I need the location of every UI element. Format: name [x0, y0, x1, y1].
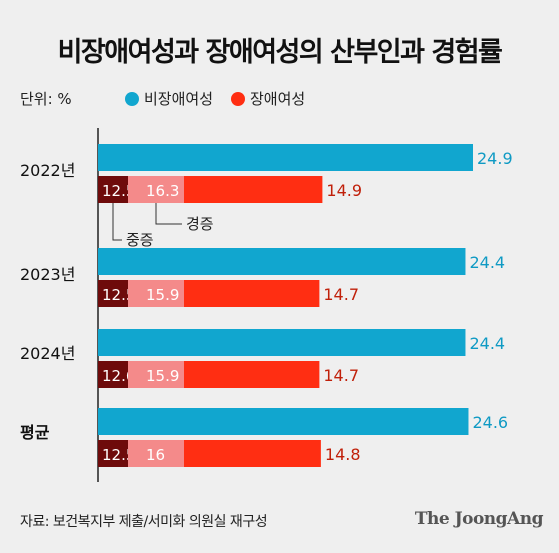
category-label: 2023년 — [20, 265, 75, 284]
category-label: 2024년 — [20, 344, 75, 363]
value-label-disabled: 14.7 — [323, 285, 359, 304]
legend-label-disabled: 장애여성 — [250, 90, 306, 108]
value-label-nondisabled: 24.9 — [477, 149, 513, 168]
category-label: 평균 — [20, 423, 50, 442]
source-note: 자료: 보건복지부 제출/서미화 의원실 재구성 — [20, 514, 268, 530]
chart-title: 비장애여성과 장애여성의 산부인과 경험률 — [57, 37, 503, 68]
segment-mild — [128, 176, 184, 203]
value-label-severe: 12.6 — [102, 367, 135, 385]
segment-severe — [98, 176, 128, 203]
brand-logo: The JoongAng — [414, 509, 544, 529]
category-label: 2022년 — [20, 161, 75, 180]
value-label-disabled: 14.9 — [326, 181, 362, 200]
value-label-severe: 12.5 — [102, 286, 135, 304]
value-label-mild: 15.9 — [146, 367, 179, 385]
segment-severe — [98, 440, 128, 467]
value-label-nondisabled: 24.4 — [469, 334, 505, 353]
legend-item-nondisabled: 비장애여성 — [125, 88, 213, 109]
segment-mild — [128, 440, 184, 467]
annotation-line-mild — [155, 203, 182, 225]
value-label-disabled: 14.8 — [325, 445, 361, 464]
value-label-mild: 16.3 — [146, 182, 179, 200]
unit-label: 단위: % — [20, 90, 72, 108]
value-label-mild: 15.9 — [146, 286, 179, 304]
annotation-mild: 경증 — [186, 215, 214, 233]
legend-label-nondisabled: 비장애여성 — [144, 90, 214, 108]
legend-dot-disabled — [231, 92, 245, 106]
legend-item-disabled: 장애여성 — [231, 88, 305, 109]
segment-mild — [128, 361, 184, 388]
bar-nondisabled — [98, 408, 469, 435]
bar-nondisabled — [98, 248, 466, 275]
bar-nondisabled — [98, 329, 466, 356]
segment-severe — [98, 361, 128, 388]
value-label-severe: 12.5 — [102, 446, 135, 464]
segment-mild — [128, 280, 184, 307]
bar-chart: 2022년 24.9 14.9 12.5 16.3 2023년 24.4 14.7 12.5 15… — [20, 128, 513, 482]
value-label-nondisabled: 24.6 — [472, 413, 508, 432]
segment-severe — [98, 280, 128, 307]
legend-dot-nondisabled — [125, 92, 139, 106]
value-label-disabled: 14.7 — [323, 366, 359, 385]
value-label-severe: 12.5 — [102, 182, 135, 200]
value-label-mild: 16 — [146, 446, 165, 464]
value-label-nondisabled: 24.4 — [469, 253, 505, 272]
annotation-severe: 중증 — [126, 231, 154, 249]
bar-nondisabled — [98, 144, 473, 171]
annotation-line-severe — [112, 203, 122, 241]
